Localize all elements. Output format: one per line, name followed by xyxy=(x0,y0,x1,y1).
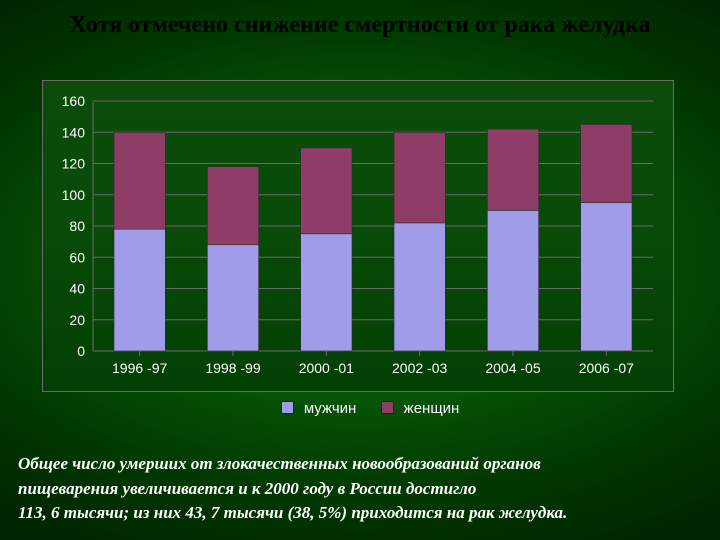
bar-0-series1 xyxy=(114,132,165,229)
svg-text:140: 140 xyxy=(62,124,86,140)
chart-figure: 0 20 40 60 80 100 120 140 160 1996 -97 1998 -99 200… xyxy=(42,80,674,392)
chart-legend: мужчин женщин xyxy=(0,400,720,417)
legend-label-2: женщин xyxy=(404,400,460,417)
footer-text: Общее число умерших от злокачественных н… xyxy=(18,452,702,526)
footer-line-1: Общее число умерших от злокачественных н… xyxy=(18,452,702,477)
svg-text:40: 40 xyxy=(69,281,85,297)
legend-swatch-1 xyxy=(281,401,294,414)
bar-4-series0 xyxy=(487,210,538,351)
legend-swatch-2 xyxy=(381,401,394,414)
bar-1-series1 xyxy=(207,167,258,245)
svg-text:100: 100 xyxy=(62,187,86,203)
svg-text:0: 0 xyxy=(77,343,85,359)
bar-4-series1 xyxy=(487,129,538,210)
footer-line-2: пищеварения увеличивается и к 2000 году … xyxy=(18,477,702,502)
svg-text:2004 -05: 2004 -05 xyxy=(485,360,540,376)
svg-text:2006 -07: 2006 -07 xyxy=(579,360,634,376)
footer-line-3: 113, 6 тысячи; из них 43, 7 тысячи (38, … xyxy=(18,501,702,526)
bar-2-series1 xyxy=(301,148,352,234)
svg-text:60: 60 xyxy=(69,249,85,265)
svg-text:80: 80 xyxy=(69,218,85,234)
chart-plot: 0204060801001201401601996 -971998 -99200… xyxy=(93,101,653,351)
svg-text:1996 -97: 1996 -97 xyxy=(112,360,167,376)
svg-text:20: 20 xyxy=(69,312,85,328)
bar-2-series0 xyxy=(301,234,352,351)
legend-label-1: мужчин xyxy=(304,400,357,417)
svg-text:120: 120 xyxy=(62,156,86,172)
page-title: Хотя отмечено снижение смертности от рак… xyxy=(0,12,720,39)
svg-text:1998 -99: 1998 -99 xyxy=(205,360,260,376)
svg-text:2002 -03: 2002 -03 xyxy=(392,360,447,376)
bar-5-series1 xyxy=(581,124,632,202)
bar-0-series0 xyxy=(114,229,165,351)
bar-5-series0 xyxy=(581,203,632,351)
svg-text:2000 -01: 2000 -01 xyxy=(299,360,354,376)
bar-3-series1 xyxy=(394,132,445,223)
bar-3-series0 xyxy=(394,223,445,351)
bar-1-series0 xyxy=(207,245,258,351)
svg-text:160: 160 xyxy=(62,93,86,109)
